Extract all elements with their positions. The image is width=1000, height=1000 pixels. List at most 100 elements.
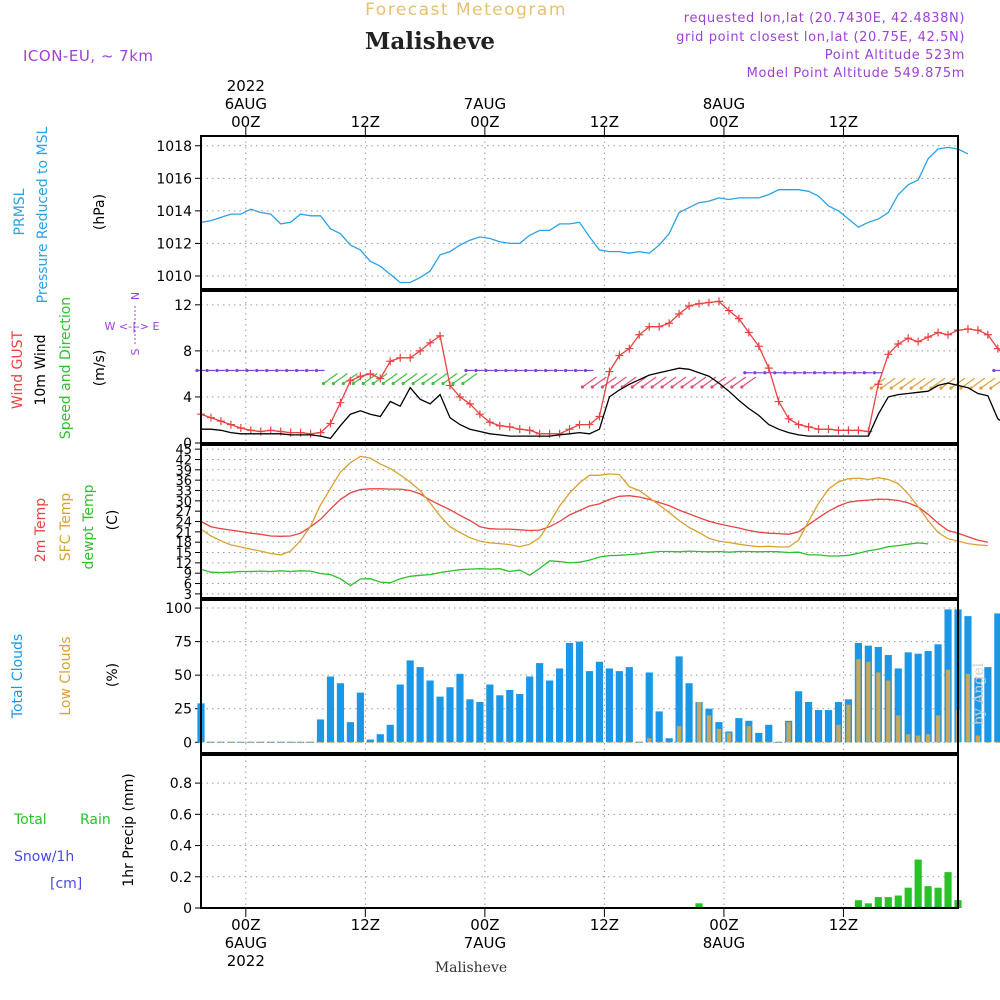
rain-bar [934,887,942,908]
credit-watermark: by Angel [971,662,987,725]
wind-direction-arrow-head [822,371,827,375]
wind-direction-arrow [582,376,597,388]
wind-gust-marker [226,420,235,429]
wind-direction-arrow [422,373,438,385]
wind-direction-arrow-head [763,371,767,375]
wind-gust-marker [306,429,315,438]
wind-direction-arrow-head [992,368,996,373]
wind-direction-arrow-head [371,381,375,386]
wind-direction-arrow-head [793,371,797,375]
wind-direction-arrow [731,376,747,388]
bottom-day-label: 7AUG [464,934,506,952]
wind-gust-marker [934,328,943,337]
rain-total-label: Total [13,812,47,828]
wind-direction-arrow-head [640,385,644,389]
total-cloud-bar [406,660,414,743]
low-cloud-bar [906,734,911,743]
temp-ytick-label: 42 [175,453,192,468]
cloud-ytick-label: 100 [165,601,192,617]
dew-temp-line [200,542,929,587]
temp-ytick-label: 15 [175,547,192,562]
temp-ytick-label: 18 [175,536,192,551]
low-cloud-bar [886,680,891,743]
cloud-ytick-label: 50 [174,668,192,684]
precip-ytick-label: 0.2 [170,870,192,886]
wind-direction-arrow-head [255,368,259,373]
snow-unit: [cm] [50,876,82,892]
wind-direction-arrow-head [583,368,588,373]
top-year-label: 2022 [227,77,265,95]
wind-dir-label: Speed and Direction [58,297,74,439]
wind-direction-arrow-head [700,385,704,389]
precip-frame [200,754,959,909]
wind-gust-marker [625,344,634,353]
wind-gust-marker [983,330,992,339]
rain-bar [924,886,932,908]
bottom-day-label: 6AUG [225,934,267,952]
total-cloud-bar [645,672,653,743]
wind-direction-arrow [671,376,687,388]
cloud-unit: (%) [105,663,121,687]
wind-direction-arrow-head [553,368,558,373]
wind-direction-arrow-head [862,371,866,375]
wind-direction-arrow-head [660,385,664,389]
wind-direction-arrow-head [431,381,435,386]
wind-direction-arrow-head [802,371,807,375]
wind-direction-arrow [990,380,1000,389]
wind-gust-marker [266,426,275,435]
pressure-label-name: Pressure Reduced to MSL [35,126,51,303]
wind-direction-arrow-head [265,368,269,373]
wind-direction-arrow-head [361,381,365,386]
total-cloud-bar [755,732,763,743]
model-altitude: Model Point Altitude 549.875m [747,66,965,81]
wind-direction-arrow-head [195,368,199,373]
wind-gust-marker [794,420,803,429]
wind-direction-arrow-head [783,371,787,375]
wind-direction-arrow-head [690,385,694,389]
pressure-ytick-label: 1012 [156,236,192,252]
wind-direction-arrow-head [580,385,585,389]
wind-gust-marker [505,422,514,431]
top-day-label: 8AUG [703,95,745,113]
wind-gust-marker [396,353,405,362]
wind-direction-arrow [412,373,428,385]
cloud-ytick-label: 25 [174,702,192,718]
temp-ytick-label: 3 [184,588,192,603]
wind-direction-arrow-head [314,368,319,373]
total-cloud-bar [376,734,384,743]
total-cloud-bar [386,724,394,743]
total-cloud-bar [655,711,663,743]
wind-direction-arrow-head [869,386,873,390]
wind-gust-marker [585,420,594,429]
grid-point-coords: grid point closest lon,lat (20.75E, 42.5… [676,30,965,45]
wind-gust-marker [973,326,982,335]
wind-gust-marker [944,330,953,339]
rain-bar [874,897,882,908]
wind-direction-arrow-head [842,371,847,375]
wind-gust-marker [595,412,604,421]
wind-gust-marker [635,330,644,339]
low-cloud-bar [726,732,732,743]
wind-gust-marker [645,322,654,331]
wind-frame [200,290,959,444]
total-cloud-bar [396,684,404,743]
wind-gust-marker [615,351,624,360]
wind-direction-arrow-head [411,381,415,386]
wind-gust-marker [436,331,445,340]
top-hour-label: 00Z [470,113,499,131]
wind-direction-arrow [323,373,338,385]
low-cloud-bar [696,702,702,743]
cloud-panel: 0 25 50 75 100 [165,599,1000,754]
wind-direction-arrow-head [680,385,684,389]
pressure-ytick-label: 1018 [156,139,192,155]
total-cloud-bar [456,673,464,743]
pressure-label-prmsl: PRMSL [12,188,28,235]
compass-n: N [129,292,142,300]
wind-direction-arrow-head [304,368,309,373]
total-cloud-bar [795,691,803,743]
top-hour-label: 00Z [709,113,738,131]
wind-gust-marker [884,350,893,359]
wind-direction-arrow-head [295,368,299,373]
